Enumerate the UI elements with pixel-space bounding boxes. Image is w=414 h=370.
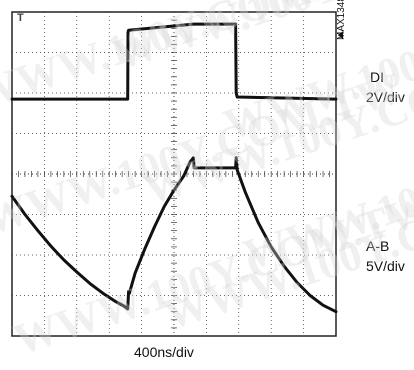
figure-id: MAX13487Etoc22	[336, 0, 347, 40]
channel-marker-icon	[338, 31, 343, 40]
traces	[10, 22, 343, 314]
channel-1-scale: 2V/div	[366, 89, 405, 105]
trigger-marker: T	[17, 12, 24, 24]
channel-1-name: DI	[370, 69, 384, 85]
channel-2-scale: 5V/div	[366, 258, 405, 274]
timebase-label: 400ns/div	[134, 344, 194, 360]
channel-2-name: A-B	[366, 238, 390, 254]
trace-di	[10, 22, 338, 101]
trace-a-b	[10, 156, 338, 314]
